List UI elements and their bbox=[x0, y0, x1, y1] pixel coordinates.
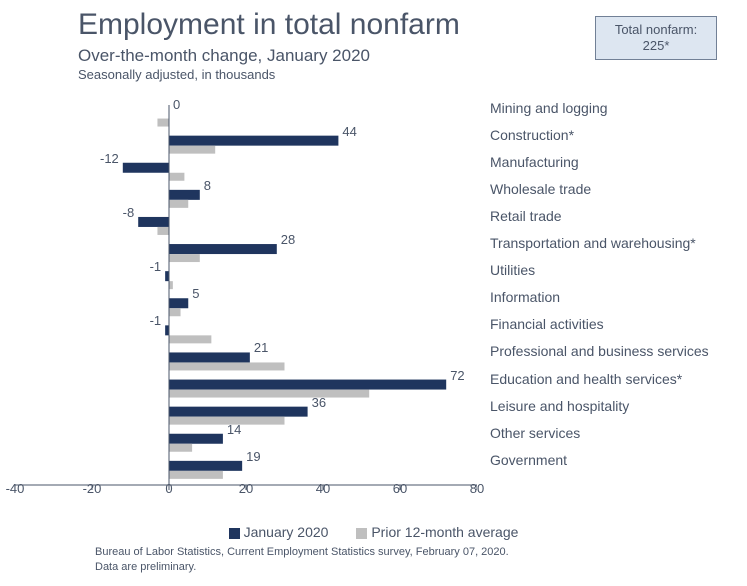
category-label: Professional and business services bbox=[490, 343, 709, 359]
legend-item-secondary: Prior 12-month average bbox=[356, 524, 518, 540]
bar-primary bbox=[165, 271, 169, 281]
category-label: Government bbox=[490, 452, 567, 468]
bar-primary bbox=[169, 190, 200, 200]
legend-swatch-secondary bbox=[356, 528, 367, 539]
bar-primary bbox=[169, 352, 250, 362]
bar-value-label: 19 bbox=[246, 449, 260, 464]
footnote: Bureau of Labor Statistics, Current Empl… bbox=[95, 545, 509, 574]
category-label: Utilities bbox=[490, 262, 535, 278]
bar-secondary bbox=[169, 200, 188, 208]
bar-value-label: 21 bbox=[254, 340, 268, 355]
bar-secondary bbox=[169, 173, 184, 181]
total-badge: Total nonfarm: 225* bbox=[595, 16, 717, 60]
category-label: Wholesale trade bbox=[490, 181, 591, 197]
bar-secondary bbox=[169, 281, 173, 289]
bar-value-label: 0 bbox=[173, 97, 180, 112]
badge-line1: Total nonfarm: bbox=[596, 22, 716, 38]
category-label: Education and health services* bbox=[490, 371, 682, 387]
legend-label-primary: January 2020 bbox=[244, 524, 329, 540]
footnote-line2: Data are preliminary. bbox=[95, 560, 509, 574]
bar-secondary bbox=[169, 335, 211, 343]
category-label: Manufacturing bbox=[490, 154, 579, 170]
bar-secondary bbox=[169, 146, 215, 154]
bar-primary bbox=[138, 217, 169, 227]
bar-primary bbox=[169, 298, 188, 308]
bar-primary bbox=[169, 136, 338, 146]
bar-value-label: -8 bbox=[123, 205, 135, 220]
bar-secondary bbox=[169, 390, 369, 398]
bar-value-label: -1 bbox=[150, 313, 162, 328]
bar-secondary bbox=[169, 471, 223, 479]
bar-primary bbox=[169, 407, 308, 417]
bar-primary bbox=[169, 380, 446, 390]
x-tick-label: 40 bbox=[316, 481, 330, 496]
category-label: Financial activities bbox=[490, 316, 604, 332]
category-label: Transportation and warehousing* bbox=[490, 235, 696, 251]
chart-subtitle2: Seasonally adjusted, in thousands bbox=[78, 67, 275, 82]
chart-area: Mining and logging Construction* Manufactu… bbox=[15, 95, 735, 515]
chart-title: Employment in total nonfarm bbox=[78, 8, 460, 42]
bar-secondary bbox=[169, 308, 181, 316]
bar-secondary bbox=[157, 119, 169, 127]
bar-value-label: 14 bbox=[227, 422, 241, 437]
category-label: Mining and logging bbox=[490, 100, 608, 116]
legend-item-primary: January 2020 bbox=[229, 524, 329, 540]
category-label: Leisure and hospitality bbox=[490, 398, 629, 414]
bar-value-label: 8 bbox=[204, 178, 211, 193]
x-tick-label: -20 bbox=[83, 481, 102, 496]
bar-value-label: 5 bbox=[192, 286, 199, 301]
bar-primary bbox=[169, 461, 242, 471]
x-tick-label: 80 bbox=[470, 481, 484, 496]
bar-value-label: 44 bbox=[342, 124, 356, 139]
bar-value-label: -1 bbox=[150, 259, 162, 274]
badge-line2: 225* bbox=[596, 38, 716, 54]
bar-primary bbox=[169, 434, 223, 444]
footnote-line1: Bureau of Labor Statistics, Current Empl… bbox=[95, 545, 509, 559]
bar-primary bbox=[169, 244, 277, 254]
category-label: Construction* bbox=[490, 127, 574, 143]
category-label: Other services bbox=[490, 425, 580, 441]
legend: January 2020 Prior 12-month average bbox=[0, 524, 747, 540]
bar-secondary bbox=[169, 444, 192, 452]
bar-secondary bbox=[169, 362, 285, 370]
bar-primary bbox=[165, 325, 169, 335]
bar-value-label: 28 bbox=[281, 232, 295, 247]
chart-subtitle: Over-the-month change, January 2020 bbox=[78, 46, 370, 66]
category-label: Information bbox=[490, 289, 560, 305]
bar-value-label: -12 bbox=[100, 151, 119, 166]
x-tick-label: -40 bbox=[6, 481, 25, 496]
bar-primary bbox=[123, 163, 169, 173]
category-label: Retail trade bbox=[490, 208, 562, 224]
x-tick-label: 0 bbox=[165, 481, 172, 496]
legend-swatch-primary bbox=[229, 528, 240, 539]
bar-secondary bbox=[157, 227, 169, 235]
x-tick-label: 60 bbox=[393, 481, 407, 496]
bar-value-label: 72 bbox=[450, 368, 464, 383]
legend-label-secondary: Prior 12-month average bbox=[371, 524, 518, 540]
x-tick-label: 20 bbox=[239, 481, 253, 496]
bar-value-label: 36 bbox=[312, 395, 326, 410]
bar-secondary bbox=[169, 254, 200, 262]
